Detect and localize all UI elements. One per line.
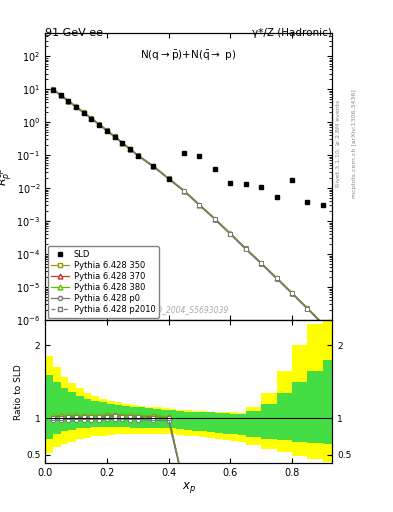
X-axis label: $x_p$: $x_p$ — [182, 480, 196, 495]
Legend: SLD, Pythia 6.428 350, Pythia 6.428 370, Pythia 6.428 380, Pythia 6.428 p0, Pyth: SLD, Pythia 6.428 350, Pythia 6.428 370,… — [48, 246, 159, 317]
Text: γ*/Z (Hadronic): γ*/Z (Hadronic) — [252, 28, 332, 38]
Y-axis label: Ratio to SLD: Ratio to SLD — [14, 364, 23, 419]
Text: Rivet 3.1.10, ≥ 2.8M events: Rivet 3.1.10, ≥ 2.8M events — [336, 100, 341, 187]
Y-axis label: $R_p^{cp}$: $R_p^{cp}$ — [0, 167, 15, 186]
Text: 91 GeV ee: 91 GeV ee — [45, 28, 103, 38]
Text: SLD_2004_S5693039: SLD_2004_S5693039 — [148, 305, 229, 314]
Text: mcplots.cern.ch [arXiv:1306.3436]: mcplots.cern.ch [arXiv:1306.3436] — [352, 89, 357, 198]
Text: N(q$\rightarrow\bar{\rm p}$)+N($\bar{\rm q}\rightarrow$ p): N(q$\rightarrow\bar{\rm p}$)+N($\bar{\rm… — [140, 49, 237, 63]
